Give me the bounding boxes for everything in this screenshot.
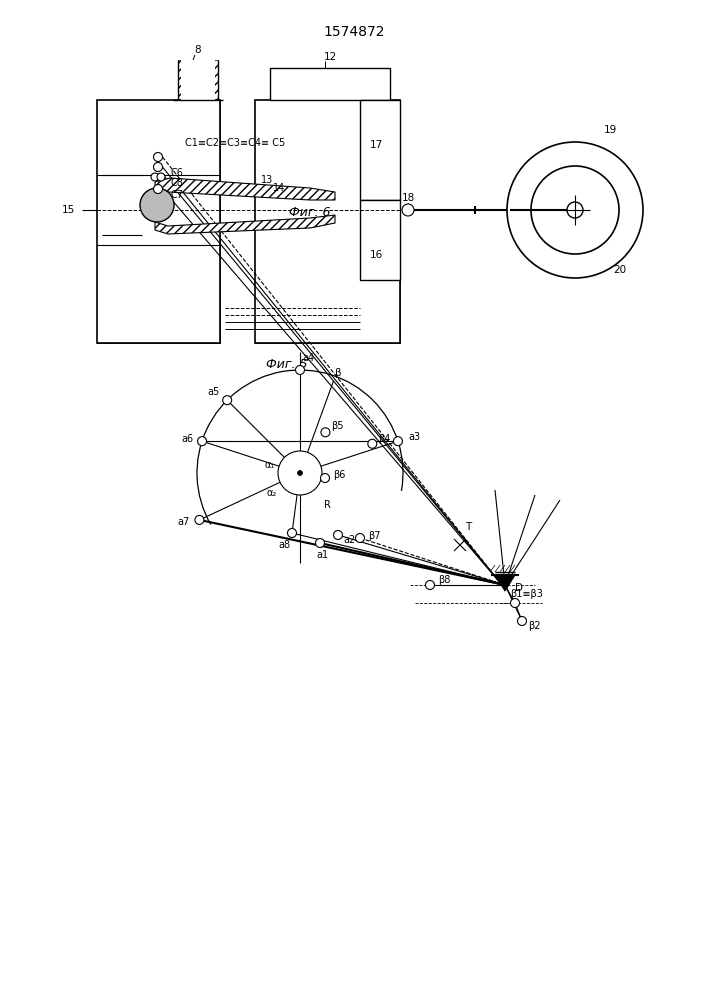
Text: 15: 15	[62, 205, 75, 215]
Circle shape	[334, 530, 342, 540]
Text: β1≡β3: β1≡β3	[510, 589, 544, 599]
Circle shape	[394, 437, 402, 446]
Text: T: T	[465, 522, 471, 532]
Bar	[270, 68, 390, 100]
Circle shape	[320, 474, 329, 483]
Text: 14: 14	[273, 183, 285, 193]
Circle shape	[153, 152, 163, 161]
Circle shape	[507, 142, 643, 278]
Text: a7: a7	[177, 517, 189, 527]
Text: a6: a6	[181, 434, 193, 444]
Text: C6: C6	[171, 168, 184, 178]
Text: a8: a8	[278, 540, 290, 550]
Text: a3: a3	[408, 432, 420, 442]
Bar	[360, 100, 400, 200]
Text: Фиг. 6: Фиг. 6	[289, 206, 331, 219]
Polygon shape	[495, 575, 515, 591]
Text: D: D	[515, 583, 523, 593]
Circle shape	[288, 528, 296, 538]
Text: Фиг. 5: Фиг. 5	[267, 359, 308, 371]
Circle shape	[197, 437, 206, 446]
Circle shape	[223, 396, 232, 405]
Text: 18: 18	[402, 193, 414, 203]
Circle shape	[531, 166, 619, 254]
Bar	[255, 100, 400, 343]
Circle shape	[356, 534, 365, 542]
Text: 20: 20	[614, 265, 626, 275]
Text: 8: 8	[194, 45, 201, 55]
Circle shape	[402, 204, 414, 216]
Text: 19: 19	[603, 125, 617, 135]
Circle shape	[321, 428, 330, 437]
Circle shape	[195, 515, 204, 524]
Bar	[255, 323, 400, 343]
Bar	[102, 110, 215, 333]
Bar	[360, 200, 400, 280]
Text: a2: a2	[344, 535, 356, 545]
Circle shape	[315, 538, 325, 548]
Bar	[178, 60, 218, 100]
Circle shape	[567, 202, 583, 218]
Text: 12: 12	[323, 52, 337, 62]
Circle shape	[510, 598, 520, 607]
Circle shape	[298, 471, 303, 476]
Text: a1: a1	[316, 550, 328, 560]
Text: a5: a5	[207, 387, 219, 397]
Text: C8: C8	[171, 178, 184, 188]
Polygon shape	[155, 178, 335, 200]
Text: β4: β4	[378, 434, 390, 444]
Text: a4: a4	[302, 353, 314, 363]
Bar	[97, 100, 220, 118]
Text: β5: β5	[331, 421, 344, 431]
Circle shape	[140, 188, 174, 222]
Text: β2: β2	[527, 621, 540, 631]
Circle shape	[518, 616, 527, 626]
Bar	[360, 100, 400, 200]
Text: α₂: α₂	[267, 488, 277, 498]
Circle shape	[426, 580, 435, 589]
Text: α₁: α₁	[265, 460, 275, 470]
Bar	[181, 60, 215, 100]
Polygon shape	[155, 215, 335, 234]
Circle shape	[153, 162, 163, 172]
Bar	[97, 100, 220, 343]
Text: β8: β8	[438, 575, 450, 585]
Bar	[273, 120, 382, 323]
Text: 16: 16	[370, 250, 383, 260]
Bar	[255, 100, 400, 343]
Text: β7: β7	[368, 531, 380, 541]
Text: β6: β6	[333, 470, 345, 480]
Circle shape	[151, 173, 159, 181]
Bar	[97, 100, 115, 343]
Bar	[182, 60, 214, 100]
Circle shape	[278, 451, 322, 495]
Bar	[202, 100, 220, 343]
Text: 1574872: 1574872	[323, 25, 385, 39]
Text: 13: 13	[261, 175, 273, 185]
Circle shape	[153, 184, 163, 194]
Text: 17: 17	[370, 140, 383, 150]
Circle shape	[157, 173, 165, 181]
Text: C1≡C2≡C3≡C4≡ C5: C1≡C2≡C3≡C4≡ C5	[185, 138, 285, 148]
Bar	[97, 100, 220, 343]
Bar	[270, 68, 390, 100]
Text: β: β	[335, 368, 341, 378]
Circle shape	[296, 365, 305, 374]
Text: R: R	[324, 500, 330, 510]
Text: O: O	[288, 458, 296, 468]
Text: C7: C7	[171, 190, 184, 200]
Bar	[97, 325, 220, 343]
Circle shape	[368, 439, 377, 448]
Bar	[360, 200, 400, 280]
